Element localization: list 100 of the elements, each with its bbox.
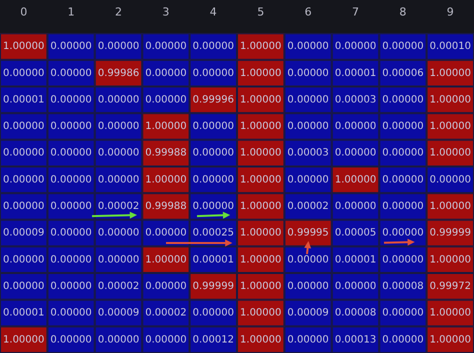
data-label: 0.00000 [382,308,424,319]
data-label: 0.00005 [334,228,376,239]
data-label: 0.00000 [3,174,44,186]
data-label: 0.00001 [334,254,376,266]
data-label: 0.00000 [50,148,92,159]
data-label: 1.00000 [240,334,282,346]
data-label: 0.00000 [50,41,92,52]
data-label: 1.00000 [240,201,282,212]
data-label: 0.00000 [50,254,92,266]
data-label: 0.00008 [382,280,424,292]
data-label: 0.00000 [287,174,329,186]
data-label: 1.00000 [145,254,187,266]
x-tick-label: 0 [20,5,28,18]
data-label: 0.00000 [50,201,92,212]
data-label: 0.00000 [98,174,140,186]
data-label: 1.00000 [240,41,282,52]
data-label: 0.00000 [98,94,140,106]
data-label: 0.00000 [382,254,424,266]
data-label: 0.00000 [145,94,187,106]
data-label: 0.00009 [3,228,44,239]
data-label: 0.00000 [382,228,424,239]
data-label: 1.00000 [430,68,471,79]
data-label: 1.00000 [430,201,471,212]
data-label: 0.00000 [382,121,424,132]
data-label: 0.99986 [98,68,140,79]
data-label: 0.00000 [50,68,92,79]
data-label: 0.99988 [145,148,187,159]
data-label: 0.00000 [192,68,234,79]
x-tick-label: 1 [68,5,75,18]
data-label: 0.00000 [382,41,424,52]
data-label: 0.00000 [3,201,44,212]
data-label: 0.00000 [287,280,329,292]
data-label: 1.00000 [430,94,471,106]
data-label: 0.00002 [98,280,140,292]
data-label: 1.00000 [145,121,187,132]
data-label: 1.00000 [145,174,187,186]
data-label: 0.00000 [3,280,44,292]
data-label: 0.00000 [50,280,92,292]
data-label: 0.00000 [287,254,329,266]
data-label: 0.00009 [287,308,329,319]
data-label: 0.00001 [192,254,234,266]
data-label: 0.00002 [145,308,187,319]
x-tick-label: 8 [399,5,406,18]
data-label: 0.00010 [430,41,471,52]
data-label: 0.00000 [287,68,329,79]
data-label: 1.00000 [240,148,282,159]
data-label: 0.00000 [287,334,329,346]
data-label: 0.00000 [145,68,187,79]
data-label: 0.00000 [334,41,376,52]
data-label: 0.00000 [145,41,187,52]
data-label: 0.00000 [287,41,329,52]
data-label: 0.00000 [192,148,234,159]
x-tick-label: 2 [115,5,122,18]
data-label: 0.00000 [334,121,376,132]
data-label: 0.00000 [430,174,471,186]
data-label: 0.00003 [334,94,376,106]
data-label: 1.00000 [3,41,44,52]
data-label: 0.00000 [50,174,92,186]
data-label: 0.00000 [382,201,424,212]
data-label: 0.00000 [382,148,424,159]
data-label: 0.00003 [287,148,329,159]
data-label: 1.00000 [430,308,471,319]
data-label: 0.00000 [382,334,424,346]
data-label: 0.00000 [287,121,329,132]
data-label: 0.99972 [430,280,471,292]
data-label: 0.00000 [192,41,234,52]
data-label: 1.00000 [240,228,282,239]
data-label: 0.00000 [145,334,187,346]
data-label: 1.00000 [3,334,44,346]
data-label: 1.00000 [240,68,282,79]
x-tick-label: 6 [304,5,312,18]
data-label: 0.99999 [192,280,234,292]
data-label: 0.00000 [3,254,44,266]
data-label: 0.00000 [382,94,424,106]
x-tick-label: 7 [352,5,359,18]
data-label: 1.00000 [240,121,282,132]
data-label: 1.00000 [430,254,471,266]
data-label: 0.00000 [334,148,376,159]
data-label: 0.99995 [287,228,329,239]
data-label: 1.00000 [334,174,376,186]
data-label: 0.00000 [3,68,44,79]
data-label: 0.00000 [3,121,44,132]
data-label: 0.00000 [192,121,234,132]
data-label: 0.00000 [192,308,234,319]
data-label: 0.00009 [98,308,140,319]
data-label: 0.00000 [50,94,92,106]
data-label: 0.00000 [98,41,140,52]
data-label: 0.00000 [382,174,424,186]
data-label: 0.00000 [98,228,140,239]
data-label: 0.00006 [382,68,424,79]
data-label: 1.00000 [430,148,471,159]
data-label: 0.00000 [192,174,234,186]
data-label: 0.00000 [50,308,92,319]
data-label: 0.00001 [334,68,376,79]
data-label: 0.99999 [430,228,471,239]
data-label: 0.00002 [287,201,329,212]
data-label: 1.00000 [240,174,282,186]
data-label: 1.00000 [240,308,282,319]
data-label: 0.00000 [334,280,376,292]
data-label: 0.00000 [50,121,92,132]
